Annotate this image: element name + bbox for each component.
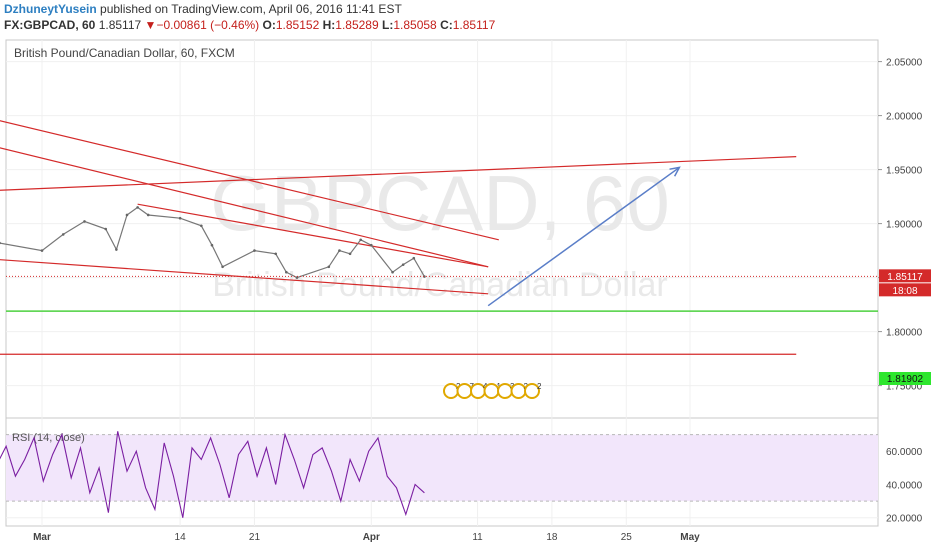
price-point: [401, 263, 405, 266]
rsi-series-line: [0, 431, 425, 518]
price-point: [200, 224, 203, 228]
forecast-arrow[interactable]: [487, 166, 681, 307]
support-price-badge-text: 1.81902: [887, 374, 924, 385]
last-price-badge-text: 1.85117: [887, 272, 923, 283]
close-label: C:: [440, 18, 453, 32]
high-label: H:: [322, 18, 336, 32]
rsi-label: RSI (14, close): [12, 432, 85, 444]
price-point: [295, 276, 299, 279]
price-point: [221, 265, 224, 269]
rsi-tick-label: 40.0000: [886, 480, 923, 491]
price-point: [370, 243, 373, 247]
x-tick-label: Mar: [33, 532, 51, 543]
y-tick-label: 2.00000: [886, 112, 923, 123]
x-tick-label: 21: [249, 532, 261, 543]
price-point: [348, 252, 352, 256]
change-value: −0.00861 (−0.46%): [156, 18, 260, 32]
price-axis[interactable]: 2.050002.000001.950001.900001.850001.800…: [878, 58, 923, 393]
down-arrow-icon: ▼: [144, 18, 157, 32]
last-price: 1.85117: [98, 18, 142, 32]
watermark-name: British Pound/Canadian Dollar: [212, 266, 667, 304]
price-point: [391, 270, 394, 274]
price-point: [253, 249, 256, 252]
price-point: [274, 252, 278, 256]
trendlines[interactable]: [0, 116, 797, 355]
watermark-symbol: GBPCAD, 60: [210, 159, 670, 247]
price-point: [61, 233, 65, 236]
price-point: [104, 227, 108, 231]
close-value: 1.85117: [452, 18, 496, 32]
price-point: [210, 243, 214, 247]
x-tick-label: 11: [472, 532, 483, 543]
high-value: 1.85289: [335, 18, 379, 32]
price-point: [40, 249, 44, 252]
open-value: 1.85152: [275, 18, 320, 32]
open-label: O:: [262, 18, 276, 32]
price-point: [412, 256, 416, 260]
trendline[interactable]: [0, 143, 489, 268]
y-tick-label: 2.05000: [886, 58, 923, 69]
price-point: [115, 248, 118, 251]
trendline[interactable]: [137, 203, 489, 268]
rsi-tick-label: 20.0000: [886, 514, 923, 525]
rsi-axis: 60.0000 40.0000 20.0000: [886, 447, 923, 524]
time-axis[interactable]: Mar 14 21 Apr 11 18 25 May: [33, 532, 700, 543]
symbol-label: FX:GBPCAD, 60: [4, 18, 96, 32]
price-point: [285, 270, 288, 274]
price-point: [338, 249, 341, 252]
countdown-badge: [879, 283, 931, 297]
rsi-tick-label: 60.0000: [886, 447, 923, 458]
published-text: published on TradingView.com, April 06, …: [96, 2, 402, 16]
price-point: [136, 206, 139, 209]
trendline[interactable]: [0, 116, 499, 241]
y-tick-label: 1.80000: [886, 328, 923, 339]
event-flag-icon[interactable]: [524, 383, 540, 399]
price-point: [359, 238, 362, 242]
low-value: 1.85058: [393, 18, 437, 32]
x-tick-label: 18: [546, 532, 558, 543]
event-count: 2: [537, 382, 542, 391]
price-point: [178, 216, 182, 220]
y-tick-label: 1.75000: [886, 382, 923, 393]
price-point: [146, 213, 150, 217]
price-point: [125, 213, 129, 217]
y-tick-label: 1.95000: [886, 166, 923, 177]
support-price-badge: [879, 372, 931, 385]
x-tick-label: 14: [175, 532, 187, 543]
trendline[interactable]: [0, 156, 797, 192]
x-tick-label: May: [680, 532, 700, 543]
rsi-band: [6, 434, 878, 502]
chart-title: British Pound/Canadian Dollar, 60, FXCM: [14, 46, 235, 60]
forecast-arrow-shaft[interactable]: [487, 166, 680, 307]
countdown-badge-text: 18:08: [892, 286, 917, 297]
price-point: [83, 220, 86, 223]
publish-info: DzhuneytYusein published on TradingView.…: [4, 2, 402, 16]
price-point: [0, 241, 1, 245]
low-label: L:: [382, 18, 394, 32]
ohlc-legend: FX:GBPCAD, 60 1.85117 ▼−0.00861 (−0.46%)…: [4, 18, 495, 32]
x-tick-label: Apr: [363, 532, 380, 543]
trendline[interactable]: [0, 258, 489, 295]
price-point: [327, 265, 331, 269]
author-link[interactable]: DzhuneytYusein: [4, 2, 97, 16]
last-price-badge: [879, 269, 931, 283]
x-tick-label: 25: [621, 532, 633, 543]
y-tick-label: 1.90000: [886, 220, 923, 231]
economic-events[interactable]: 2741322: [443, 382, 542, 399]
forecast-arrow-head: [669, 166, 681, 177]
price-points: [0, 206, 426, 279]
